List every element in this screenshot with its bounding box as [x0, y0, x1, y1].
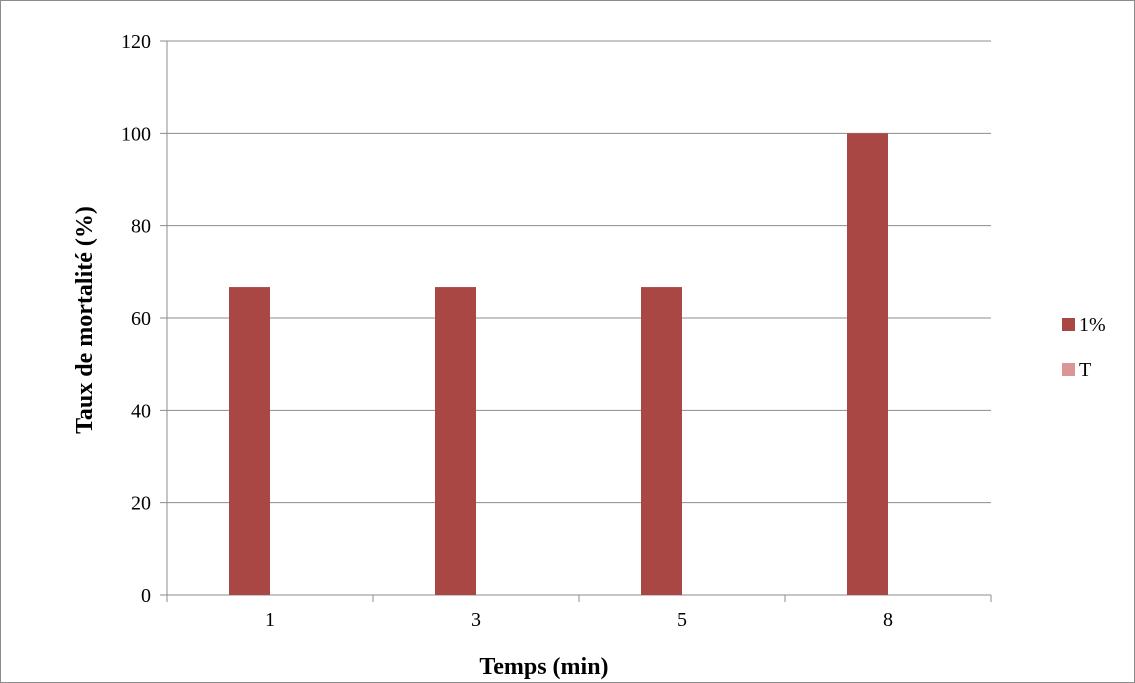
bar-1pct-5: [641, 287, 682, 595]
y-tick-label-80: 80: [131, 216, 151, 238]
legend: 1% T: [1062, 314, 1106, 381]
y-axis-title: Taux de mortalité (%): [72, 206, 98, 434]
y-tick-label-60: 60: [131, 308, 151, 330]
x-axis-title: Temps (min): [479, 654, 608, 680]
y-tick-label-20: 20: [131, 493, 151, 515]
x-tick-label-8: 8: [883, 609, 893, 631]
legend-label-t: T: [1079, 359, 1091, 381]
legend-label-1pct: 1%: [1079, 314, 1106, 336]
y-tick-label-100: 100: [121, 123, 151, 145]
bar-1pct-3: [435, 287, 476, 595]
y-tick-label-40: 40: [131, 400, 151, 422]
y-tick-label-120: 120: [121, 31, 151, 53]
x-axis-ticks: 1 3 5 8: [265, 609, 893, 631]
y-tick-label-0: 0: [141, 585, 151, 607]
x-tick-label-3: 3: [471, 609, 481, 631]
legend-swatch-1pct: [1062, 318, 1075, 331]
bar-1pct-8: [847, 133, 888, 596]
y-axis-ticks: 0 20 40 60 80 100 120: [121, 31, 151, 607]
bars: [229, 133, 888, 596]
bar-1pct-1: [229, 287, 270, 595]
x-tick-label-1: 1: [265, 609, 275, 631]
x-tick-label-5: 5: [677, 609, 687, 631]
legend-swatch-t: [1062, 363, 1075, 376]
